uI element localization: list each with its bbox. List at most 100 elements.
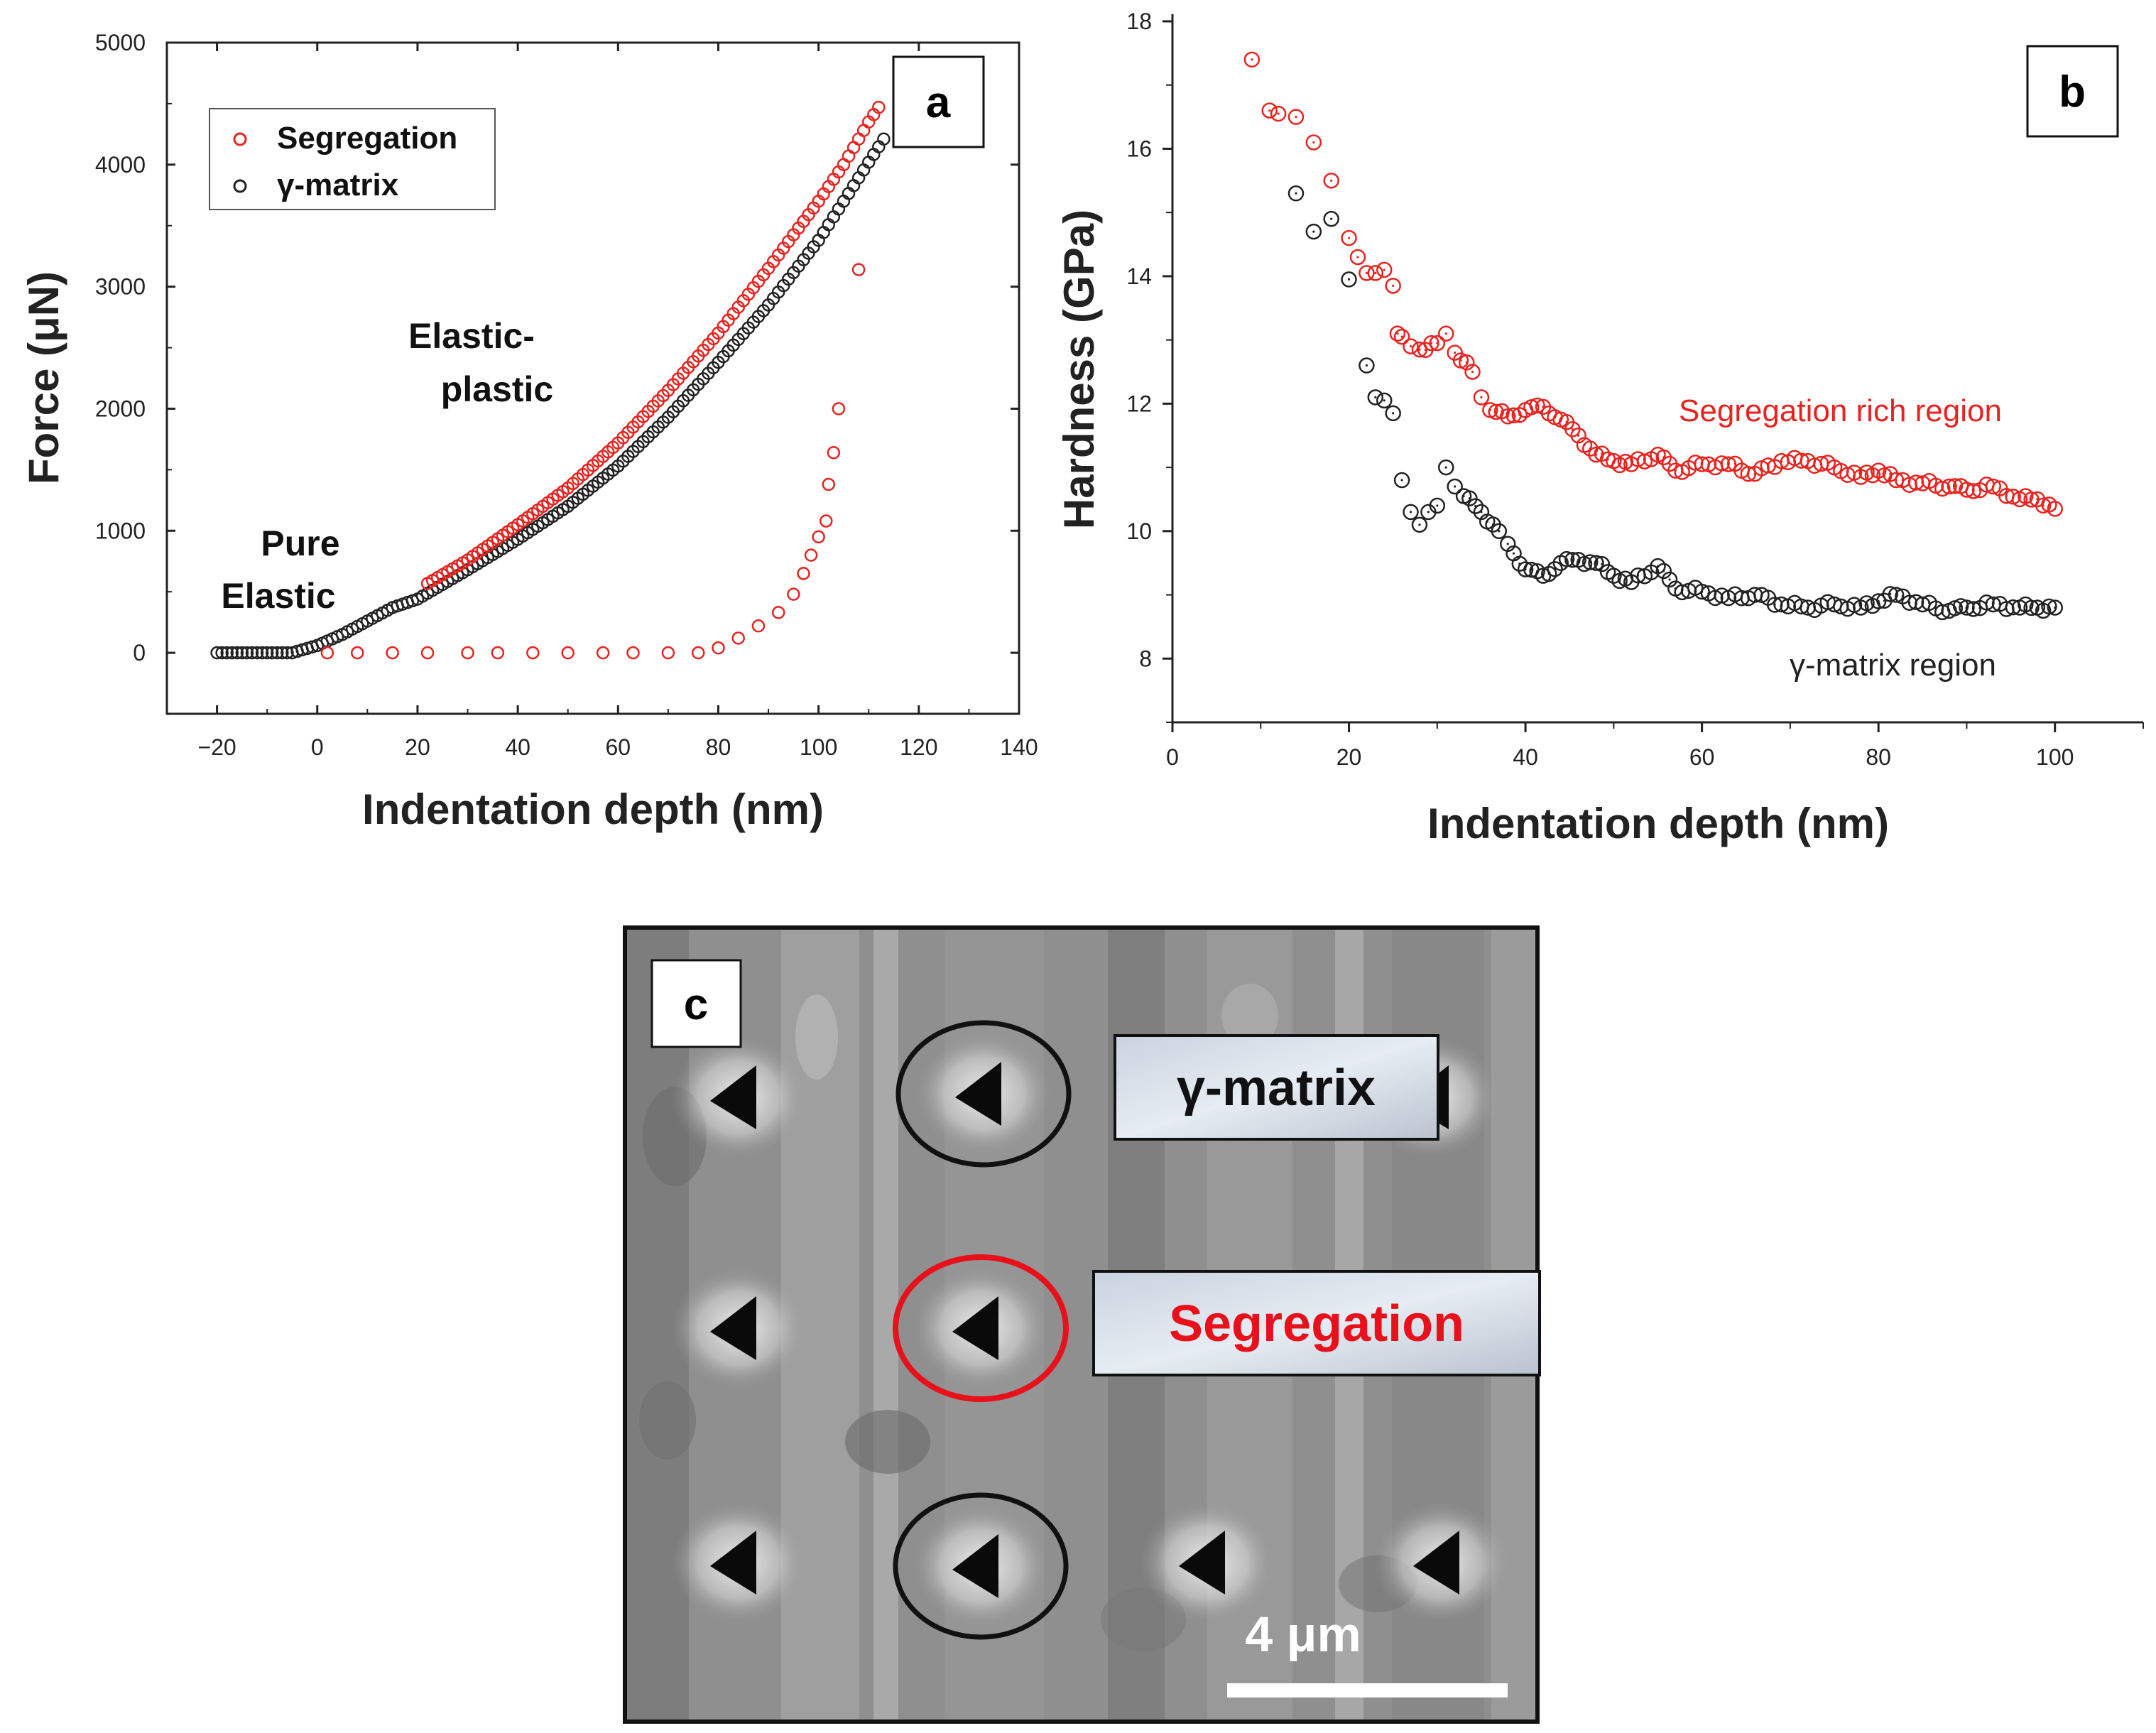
indent-triangle	[1179, 1531, 1225, 1595]
matrix-hardness-point	[1359, 357, 1375, 374]
segregation-hardness-point	[1630, 451, 1646, 467]
matrix-hardness-point	[1606, 567, 1622, 584]
segregation-unloading-point	[491, 646, 505, 660]
indent-triangle	[710, 1065, 756, 1129]
segregation-hardness-point-dot	[1668, 462, 1671, 465]
segregation-hardness-point	[1393, 328, 1410, 345]
matrix-hardness-point-dot	[1436, 504, 1439, 507]
matrix-hardness-point-dot	[1383, 399, 1385, 402]
segregation-hardness-point	[1934, 480, 1951, 497]
matrix-hardness-point	[1655, 563, 1672, 580]
panel-b-axes	[1171, 14, 2143, 724]
matrix-hardness-point-dot	[1374, 396, 1377, 398]
matrix-hardness-point	[2047, 599, 2063, 616]
segregation-hardness-point-dot	[1277, 112, 1280, 115]
panel-b-y-tick-label: 10	[1126, 518, 1152, 544]
matrix-loading-point	[255, 646, 269, 660]
panel-a-x-tick-label: 140	[1000, 734, 1038, 760]
matrix-hardness-point	[1694, 583, 1710, 600]
matrix-hardness-point	[1952, 598, 1969, 614]
matrix-hardness-point-dot	[2054, 606, 2057, 609]
indent-triangle	[710, 1296, 756, 1360]
matrix-loading-point	[225, 646, 239, 660]
segregation-hardness-point	[1305, 134, 1322, 151]
matrix-hardness-point-dot	[1392, 412, 1395, 415]
matrix-hardness-point-dot	[1295, 192, 1297, 195]
segregation-unloading-point	[851, 263, 866, 276]
indentation-marks	[671, 1033, 1509, 1626]
matrix-loading-point	[281, 646, 294, 660]
matrix-hardness-point-dot	[1347, 278, 1351, 281]
panel-a-x-axis-label: Indentation depth (nm)	[362, 786, 824, 833]
segregation-unloading-point	[420, 646, 435, 660]
segregation-hardness-point-dot	[1312, 141, 1315, 144]
panel-b-y-tick-label: 16	[1126, 136, 1152, 161]
segregation-hardness-point	[1270, 105, 1287, 122]
segregation-hardness-point	[1429, 335, 1446, 352]
matrix-hardness-point-dot	[1498, 530, 1501, 533]
panel-c-letter-box	[650, 959, 742, 1048]
indent-triangle	[955, 1062, 1001, 1126]
segregation-hardness-point	[1941, 478, 1957, 495]
panel-c-micrograph: γ-matrix Segregation c 4 μm	[623, 925, 1541, 1724]
panel-a-data-points	[210, 100, 891, 660]
segregation-unloading-point	[827, 446, 841, 460]
indent-triangle	[1413, 1531, 1459, 1595]
panel-a-x-tick-label: 100	[800, 734, 837, 760]
panel-a-y-tick-label: 3000	[95, 274, 146, 300]
segregation-hardness-point-dot	[1733, 462, 1736, 465]
segregation-unloading-point	[691, 646, 705, 660]
segregation-unloading-point	[751, 619, 766, 633]
panel-a-y-axis-label: Force (μN)	[20, 271, 67, 484]
segregation-hardness-point	[1959, 482, 1975, 498]
indent-triangle	[710, 1531, 756, 1595]
panel-b-y-tick-label: 12	[1126, 391, 1152, 416]
matrix-hardness-point-dot	[1444, 466, 1447, 469]
matrix-hardness-point-dot	[1767, 596, 1770, 599]
segregation-hardness-point	[1287, 109, 1305, 125]
matrix-hardness-point	[1341, 271, 1357, 288]
segregation-hardness-point-dot	[1409, 345, 1412, 348]
matrix-hardness-point	[1367, 389, 1384, 406]
segregation-hardness-point	[1947, 478, 1964, 494]
segregation-hardness-point	[2035, 497, 2052, 514]
segregation-hardness-point	[1243, 51, 1261, 68]
matrix-hardness-point-dot	[1491, 523, 1495, 526]
panel-b-y-tick-label: 8	[1139, 646, 1152, 671]
segregation-hardness-point	[1636, 453, 1653, 469]
segregation-hardness-point-dot	[1773, 465, 1776, 469]
panel-b-ticks	[1163, 20, 2144, 732]
panel-a-x-tick-label: 40	[505, 734, 530, 760]
matrix-hardness-point	[1581, 554, 1599, 570]
matrix-hardness-point	[1661, 571, 1678, 588]
segregation-hardness-point	[1323, 173, 1339, 189]
scale-bar	[1227, 1683, 1508, 1697]
segregation-hardness-point	[1473, 389, 1490, 406]
matrix-hardness-point	[1287, 185, 1305, 202]
matrix-hardness-point-dot	[1427, 511, 1430, 514]
segregation-unloading-point	[819, 514, 833, 528]
segregation-unloading-point	[596, 646, 610, 660]
segregation-label: Segregation	[1169, 1295, 1464, 1352]
panel-a-letter: a	[926, 78, 951, 127]
segregation-hardness-point	[1499, 408, 1516, 425]
panel-b-x-tick-label: 60	[1689, 744, 1715, 770]
panel-a-x-tick-labels: −20 0 20 40 60 80 100 120 140	[197, 734, 1038, 760]
panel-b-y-tick-label: 18	[1126, 9, 1152, 34]
panel-c-letter: c	[684, 980, 708, 1029]
matrix-hardness-point	[1305, 223, 1322, 240]
matrix-hardness-point	[1594, 555, 1611, 572]
matrix-hardness-point	[1517, 561, 1534, 577]
segregation-unloading-point	[386, 646, 399, 660]
segregation-hardness-point	[1349, 249, 1366, 266]
segregation-circle	[893, 1254, 1069, 1402]
segregation-hardness-point-dot	[1542, 406, 1545, 408]
segregation-loading-point	[842, 149, 856, 163]
segregation-hardness-point	[1437, 325, 1454, 342]
segregation-hardness-point-dot	[1374, 271, 1377, 275]
panel-b-y-tick-label: 14	[1126, 264, 1152, 289]
segregation-hardness-point-dot	[1424, 349, 1427, 352]
matrix-loading-point	[215, 646, 229, 660]
matrix-loading-point	[210, 646, 224, 660]
panel-a-y-tick-label: 1000	[95, 518, 146, 543]
